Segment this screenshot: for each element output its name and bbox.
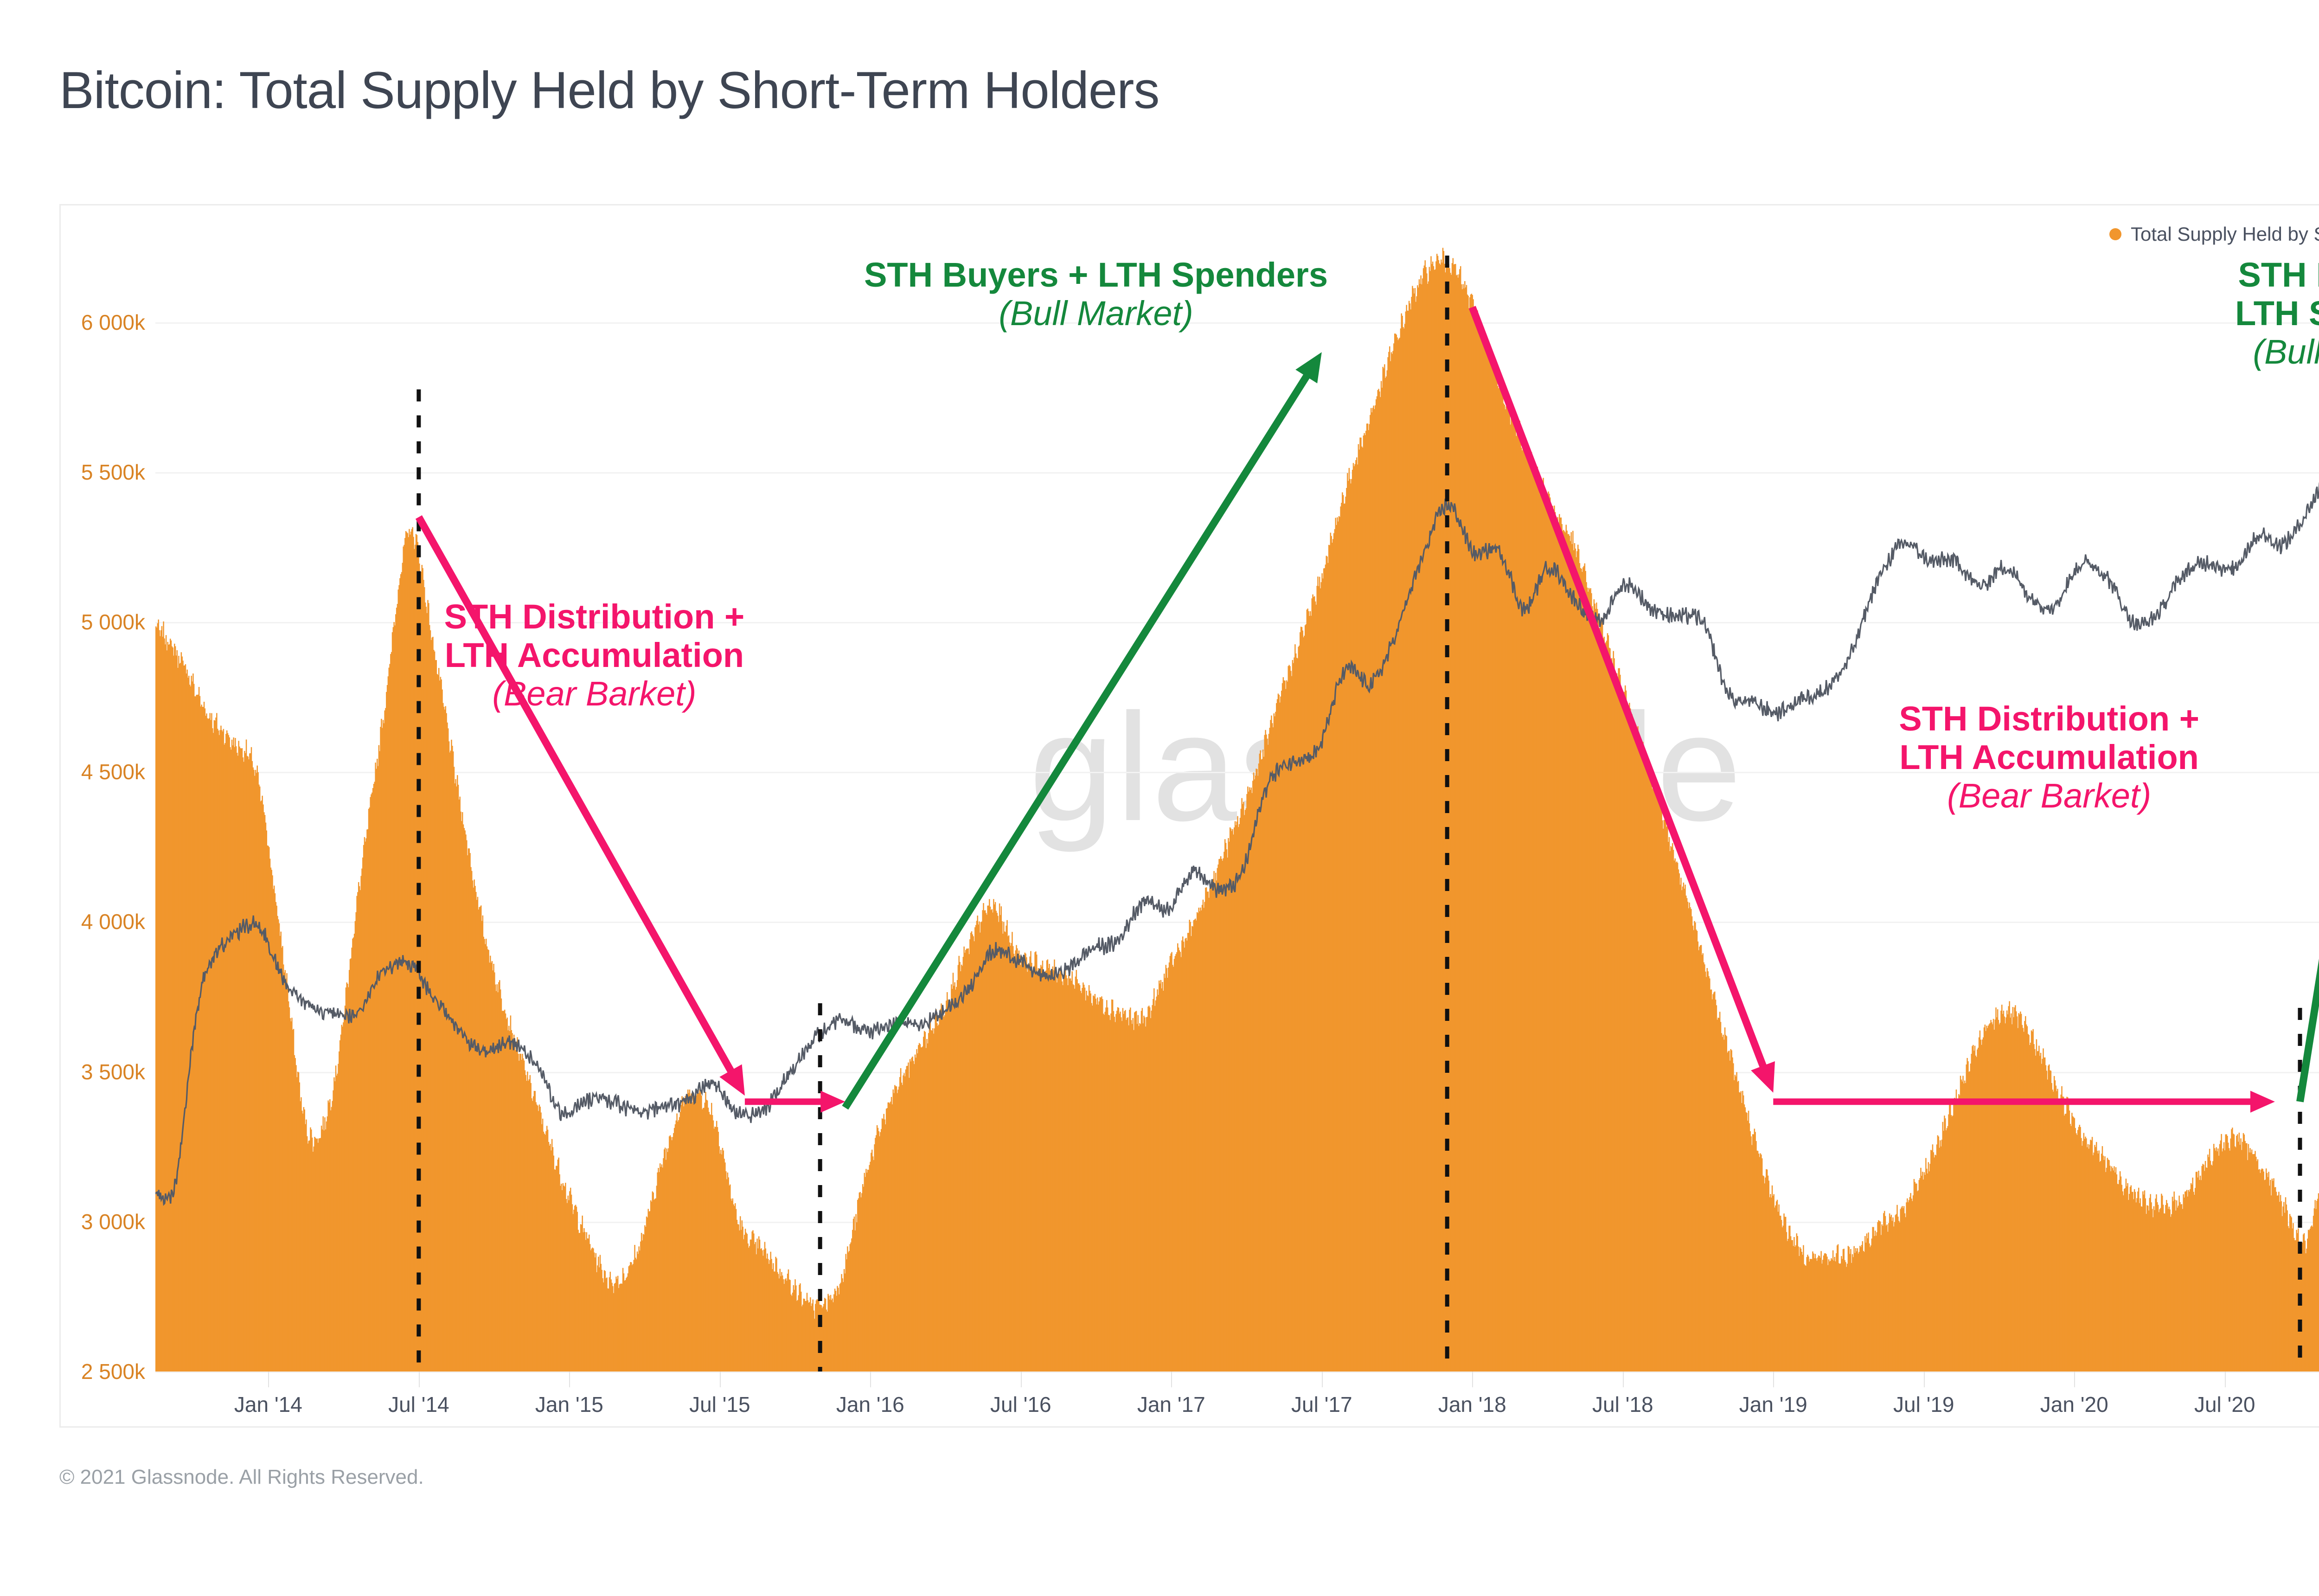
y-axis-left-label: 3 500k — [81, 1059, 145, 1084]
annotation-bear-2-line1: STH Distribution + — [1899, 699, 2199, 738]
y-axis-left-label: 6 000k — [81, 310, 145, 334]
supply-area-bars — [155, 248, 2319, 1372]
annotation-bear-1: STH Distribution + LTH Accumulation (Bear … — [444, 597, 745, 713]
x-axis-label: Jul '15 — [689, 1392, 750, 1417]
legend-dot-orange-icon — [2109, 228, 2121, 240]
chart-svg — [155, 248, 2319, 1372]
x-axis-tick — [268, 1372, 269, 1387]
arrow-bear-1-down — [415, 515, 745, 1096]
y-gridline — [155, 622, 2319, 623]
y-gridline — [155, 1372, 2319, 1373]
page-title: Bitcoin: Total Supply Held by Short-Term… — [59, 61, 1160, 119]
annotation-bull-2-line2: LTH Spenders — [2235, 294, 2319, 333]
x-axis-tick — [1171, 1372, 1172, 1387]
legend-label-supply: Total Supply Held by Short-Term Holders … — [2130, 223, 2319, 245]
plot-area[interactable]: 2 500k 3 000k 3 500k 4 000k 4 500k 5 000k 5 50… — [81, 247, 2319, 1417]
arrow-bull-1-up — [842, 352, 1322, 1110]
annotation-bear-1-line2: LTH Accumulation — [444, 636, 744, 675]
annotation-bull-1-line1: STH Buyers + LTH Spenders — [864, 255, 1328, 294]
x-axis-label: Jul '17 — [1291, 1392, 1352, 1417]
x-axis-tick — [418, 1372, 420, 1387]
x-axis-label: Jul '20 — [2194, 1392, 2255, 1417]
x-axis-tick — [1472, 1372, 1473, 1387]
x-axis-tick — [2074, 1372, 2076, 1387]
x-axis-tick — [1773, 1372, 1774, 1387]
y-axis-left-label: 5 500k — [81, 460, 145, 484]
x-axis-label: Jan '15 — [535, 1392, 603, 1417]
arrow-bear-1-flat — [744, 1090, 846, 1113]
x-axis-label: Jul '18 — [1592, 1392, 1653, 1417]
arrow-bull-2-up-a — [2296, 959, 2319, 1102]
annotation-bear-1-subtitle: (Bear Barket) — [492, 674, 697, 713]
x-axis-tick — [719, 1372, 721, 1387]
annotation-bull-2-line1: STH Buyers + — [2238, 255, 2319, 294]
chart-legend: Total Supply Held by Short-Term Holders … — [2109, 223, 2319, 245]
y-axis-left-label: 3 000k — [81, 1209, 145, 1234]
x-axis-tick — [1321, 1372, 1323, 1387]
annotation-bear-2: STH Distribution + LTH Accumulation (Bear … — [1899, 699, 2199, 815]
y-gridline — [155, 472, 2319, 474]
y-gridline — [155, 322, 2319, 324]
legend-item-supply[interactable]: Total Supply Held by Short-Term Holders … — [2109, 223, 2319, 245]
x-axis-label: Jul '16 — [990, 1392, 1051, 1417]
x-axis-label: Jan '20 — [2040, 1392, 2108, 1417]
arrow-bear-2-down — [1468, 306, 1775, 1093]
x-axis-label: Jul '19 — [1893, 1392, 1954, 1417]
x-axis-tick — [1622, 1372, 1624, 1387]
x-axis-label: Jan '19 — [1739, 1392, 1807, 1417]
x-axis-tick — [2224, 1372, 2226, 1387]
x-axis-tick — [569, 1372, 570, 1387]
x-axis-label: Jan '18 — [1438, 1392, 1506, 1417]
x-axis-label: Jan '17 — [1137, 1392, 1205, 1417]
annotation-bull-2-subtitle: (Bull Market) — [2253, 332, 2319, 371]
y-axis-left-label: 4 500k — [81, 760, 145, 784]
chart-card: Total Supply Held by Short-Term Holders … — [59, 204, 2319, 1428]
arrow-bear-2-flat — [1773, 1090, 2275, 1113]
annotation-bull-2: STH Buyers +LTH Spenders(Bull Market) — [2235, 256, 2319, 372]
y-gridline — [155, 772, 2319, 774]
x-axis-label: Jan '14 — [234, 1392, 302, 1417]
annotation-bear-2-subtitle: (Bear Barket) — [1947, 776, 2152, 815]
annotation-bull-1: STH Buyers + LTH Spenders (Bull Market) — [864, 256, 1328, 333]
y-axis-left-label: 2 500k — [81, 1359, 145, 1384]
x-axis-tick — [870, 1372, 871, 1387]
price-line — [155, 482, 2319, 1206]
x-axis-tick — [1923, 1372, 1925, 1387]
annotation-bull-1-subtitle: (Bull Market) — [999, 294, 1193, 333]
annotation-bear-2-line2: LTH Accumulation — [1899, 737, 2199, 776]
annotation-bear-1-line1: STH Distribution + — [444, 597, 745, 636]
y-axis-left-label: 4 000k — [81, 910, 145, 934]
footer-copyright: © 2021 Glassnode. All Rights Reserved. — [59, 1466, 424, 1488]
y-axis-left-label: 5 000k — [81, 610, 145, 634]
x-axis-label: Jul '14 — [388, 1392, 449, 1417]
x-axis-tick — [1020, 1372, 1022, 1387]
x-axis-label: Jan '16 — [836, 1392, 904, 1417]
